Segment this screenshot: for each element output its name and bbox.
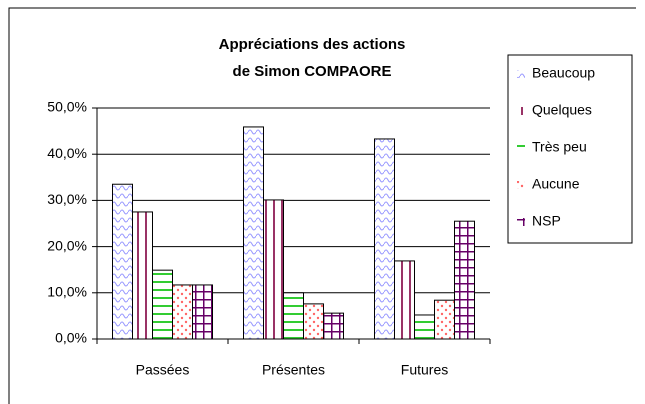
legend-box [507,54,633,244]
bar [303,303,324,340]
bar [192,284,213,340]
y-tick-label: 0,0% [55,330,87,346]
x-tick-label: Passées [136,362,190,378]
bar [132,211,153,340]
chart-title: Appréciations des actions [219,36,406,53]
y-tick-label: 30,0% [47,191,87,207]
bar [263,199,284,340]
bar [152,269,173,340]
legend-swatch [517,218,525,226]
bar [112,183,133,340]
legend-swatch [517,107,525,115]
legend-label: Quelques [532,102,592,118]
bar [283,292,304,340]
legend-swatch [517,144,525,152]
legend-label: Beaucoup [532,65,595,81]
chart-border [8,7,636,404]
bar [434,299,455,340]
chart-title: de Simon COMPAORE [233,63,392,80]
y-tick-label: 20,0% [47,237,87,253]
x-tick-label: Présentes [262,362,325,378]
legend-label: Très peu [532,139,587,155]
bar [454,220,475,340]
y-tick-label: 40,0% [47,145,87,161]
legend-swatch [517,70,525,78]
legend-label: NSP [532,213,561,229]
legend-swatch [517,181,525,189]
bar [172,284,193,340]
bar [243,126,264,340]
bar [374,138,395,340]
y-tick-label: 50,0% [47,99,87,115]
y-tick-label: 10,0% [47,284,87,300]
x-tick-label: Futures [401,362,448,378]
bar [394,260,415,340]
legend-label: Aucune [532,176,580,192]
bar [323,312,344,340]
bar [414,314,435,340]
